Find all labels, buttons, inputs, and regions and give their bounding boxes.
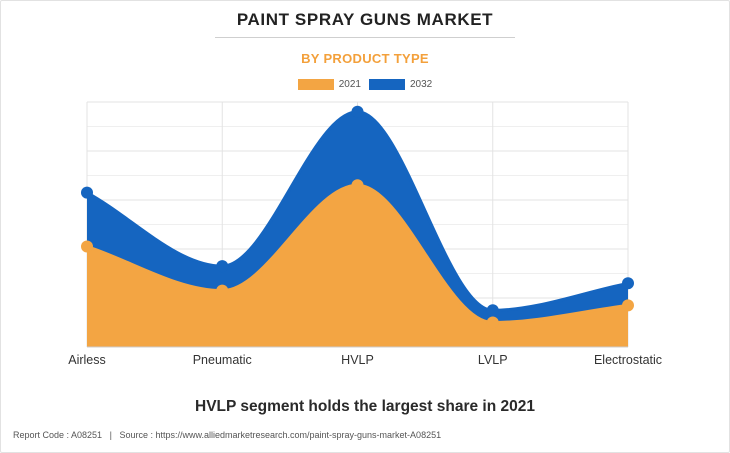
x-tick-label-pneumatic: Pneumatic: [193, 353, 252, 367]
chart-legend: 2021 2032: [0, 79, 730, 90]
report-footer: Report Code : A08251 | Source : https://…: [13, 430, 441, 440]
legend-swatch-2021: [297, 79, 334, 90]
legend-item-2021[interactable]: 2021: [297, 79, 361, 90]
point-2032-pneumatic: [216, 260, 229, 273]
chart-title: PAINT SPRAY GUNS MARKET: [236, 10, 494, 29]
point-2032-lvlp: [486, 304, 499, 317]
point-2032-electrostatic: [622, 277, 634, 290]
point-2021-lvlp: [486, 316, 499, 329]
chart-subtitle: BY PRODUCT TYPE: [301, 51, 429, 66]
footer-separator: |: [109, 430, 112, 440]
chart-caption: HVLP segment holds the largest share in …: [195, 398, 535, 415]
point-2032-hvlp: [351, 105, 364, 118]
area-series-2021: [87, 185, 628, 347]
legend-swatch-2032: [369, 79, 405, 90]
legend-item-2032[interactable]: 2032: [369, 79, 432, 90]
title-divider: [215, 37, 515, 38]
x-tick-label-hvlp: HVLP: [341, 353, 374, 367]
legend-label-2032: 2032: [410, 79, 433, 90]
x-tick-label-electrostatic: Electrostatic: [594, 353, 662, 367]
x-tick-label-airless: Airless: [68, 353, 106, 367]
point-2021-pneumatic: [216, 284, 229, 297]
x-tick-label-lvlp: LVLP: [478, 353, 508, 367]
point-2021-electrostatic: [622, 299, 634, 312]
point-2021-hvlp: [351, 179, 364, 192]
legend-label-2021: 2021: [338, 79, 361, 90]
source-link[interactable]: Source : https://www.alliedmarketresearc…: [119, 430, 442, 440]
point-2032-airless: [81, 186, 93, 199]
report-code: Report Code : A08251: [13, 430, 103, 440]
point-2021-airless: [81, 240, 93, 253]
